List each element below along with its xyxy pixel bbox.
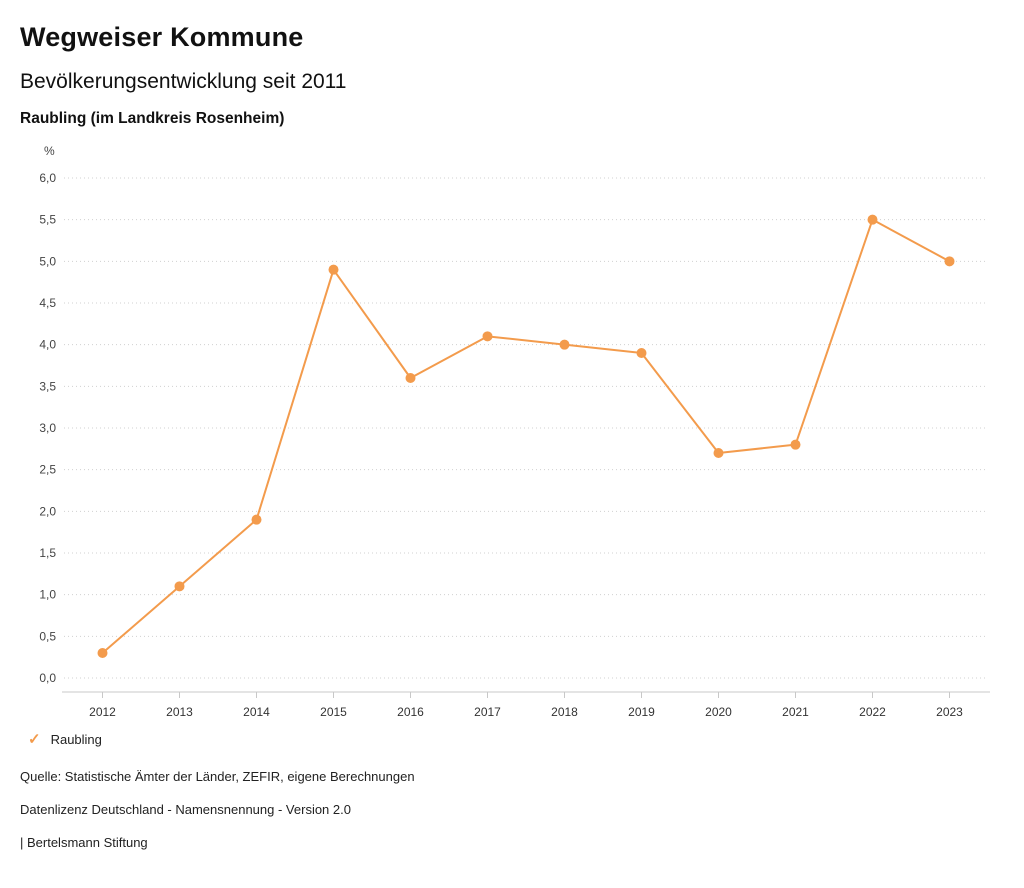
region-subtitle: Raubling (im Landkreis Rosenheim) (20, 110, 285, 127)
x-tick-label: 2015 (320, 705, 347, 719)
series-line-raubling (101, 218, 951, 654)
app-title: Wegweiser Kommune (20, 22, 304, 52)
y-tick-label: 2,5 (39, 463, 56, 477)
x-tick-label: 2020 (705, 705, 732, 719)
y-tick-label: 2,0 (39, 504, 56, 518)
data-point[interactable] (328, 264, 339, 275)
chart-title: Bevölkerungsentwicklung seit 2011 (20, 70, 347, 93)
data-point[interactable] (713, 448, 724, 458)
x-tick-label: 2013 (166, 705, 193, 719)
source-line: Quelle: Statistische Ämter der Länder, Z… (20, 769, 415, 784)
x-tick-label: 2018 (551, 705, 578, 719)
y-tick-label: 3,0 (39, 421, 56, 435)
y-tick-label: 0,0 (39, 671, 56, 685)
y-tick-label: 5,5 (39, 213, 56, 227)
legend-item-raubling[interactable]: ✓ Raubling (28, 732, 1004, 747)
data-point[interactable] (405, 373, 416, 383)
legend-check-icon: ✓ (28, 731, 41, 748)
x-tick-label: 2016 (397, 705, 424, 719)
data-point[interactable] (790, 439, 801, 450)
data-point[interactable] (944, 256, 955, 267)
y-tick-label: 1,0 (39, 588, 56, 602)
x-tick-label: 2022 (859, 705, 886, 719)
legend-label: Raubling (50, 732, 102, 747)
data-point[interactable] (97, 648, 108, 658)
x-tick-label: 2023 (936, 705, 963, 719)
y-tick-label: 5,0 (39, 254, 56, 268)
x-tick-label: 2012 (89, 705, 116, 719)
license-line: Datenlizenz Deutschland - Namensnennung … (20, 802, 351, 817)
data-point[interactable] (174, 581, 185, 592)
data-point[interactable] (482, 331, 493, 342)
y-tick-label: 6,0 (39, 171, 56, 185)
data-point[interactable] (559, 339, 570, 350)
y-tick-label: 1,5 (39, 546, 56, 560)
footer: Quelle: Statistische Ämter der Länder, Z… (20, 769, 1004, 850)
attribution-line: | Bertelsmann Stiftung (20, 835, 148, 850)
x-tick-label: 2019 (628, 705, 655, 719)
y-axis-unit-label: % (44, 144, 55, 158)
data-point[interactable] (251, 514, 262, 525)
y-tick-label: 0,5 (39, 629, 56, 643)
data-point[interactable] (636, 348, 647, 358)
data-point[interactable] (867, 214, 878, 225)
x-tick-label: 2021 (782, 705, 809, 719)
y-tick-label: 3,5 (39, 379, 56, 393)
x-tick-label: 2017 (474, 705, 501, 719)
y-tick-label: 4,0 (39, 338, 56, 352)
x-tick-label: 2014 (243, 705, 270, 719)
population-development-line-chart[interactable]: 0,0 0,5 1,0 1,5 2,0 2,5 3,0 3,5 4,0 4,5 5,0 5,5 6,0 2… (20, 160, 1004, 722)
y-tick-label: 4,5 (39, 296, 56, 310)
